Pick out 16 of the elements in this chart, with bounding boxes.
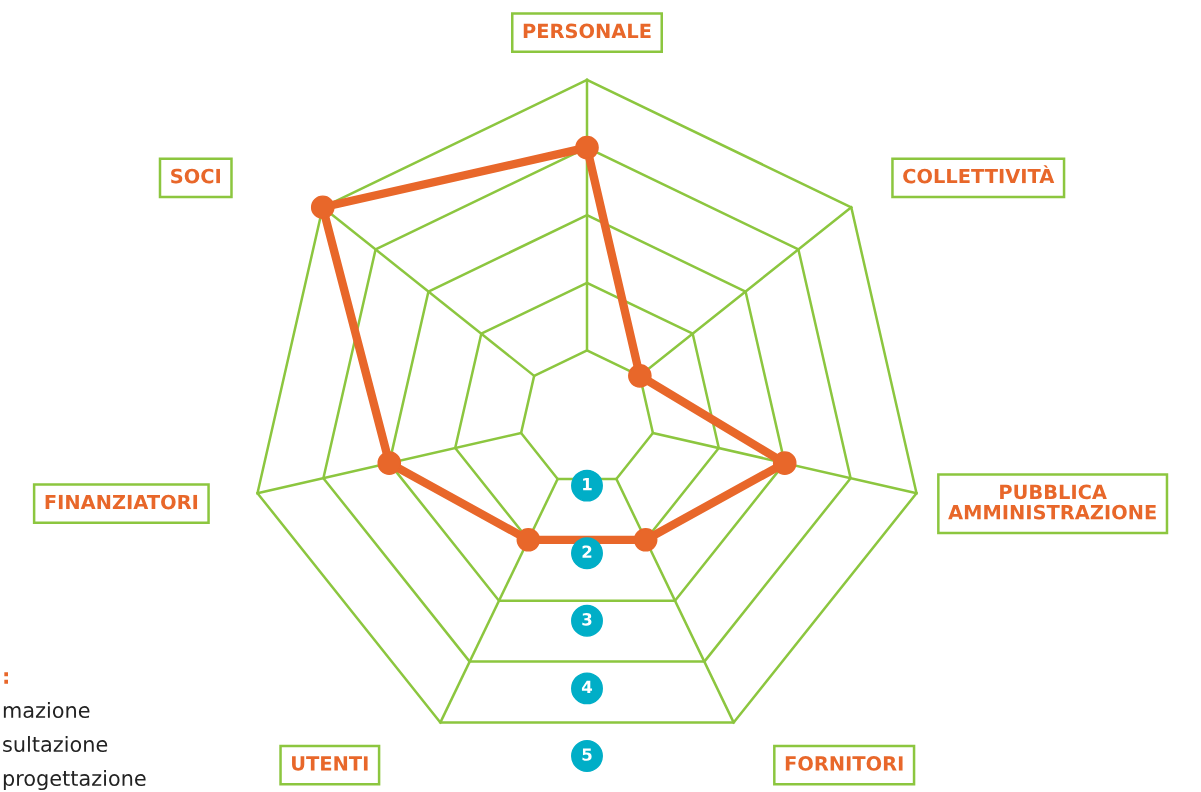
spoke-label: SOCI	[171, 168, 220, 184]
y-tick-label: 4	[581, 680, 593, 693]
text: :	[4, 672, 8, 684]
spoke-label: FORNITORI	[785, 756, 903, 771]
spoke-label: UTENTI	[292, 756, 368, 771]
text: sultazione	[3, 735, 108, 753]
y-tick-label: 2	[582, 545, 592, 558]
y-tick-label: 1	[583, 478, 592, 491]
spoke-label: PUBBLICA AMMINISTRAZIONE	[948, 484, 1156, 520]
y-tick-label: 3	[582, 613, 592, 626]
text: mazione	[3, 701, 90, 719]
spoke-label: FINANZIATORI	[45, 494, 198, 510]
text: progettazione	[3, 769, 146, 791]
y-tick-label: 5	[582, 748, 592, 761]
spoke-label: PERSONALE	[523, 23, 651, 39]
spoke-label: COLLETTIVITÀ	[903, 165, 1055, 184]
